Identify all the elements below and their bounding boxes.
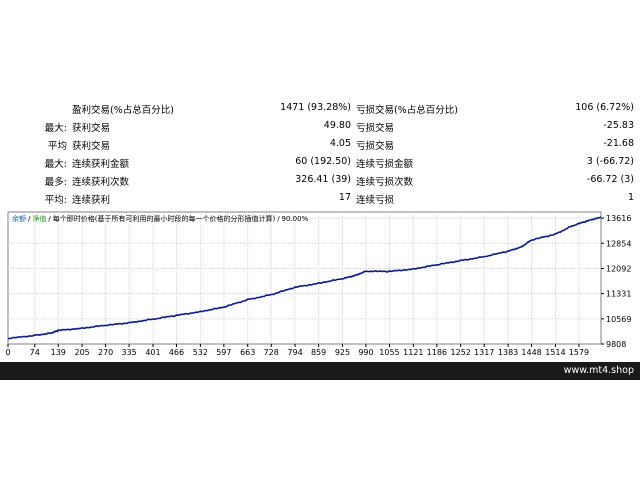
plot-area	[7, 211, 602, 345]
site-url: www.mt4.shop	[563, 365, 634, 376]
left-label: 盈利交易(%占总百分比)	[72, 105, 174, 116]
x-tick-label: 1252	[451, 348, 471, 357]
left-value: 1471 (93.28%)	[280, 102, 351, 113]
x-tick-label: 794	[287, 348, 302, 357]
y-tick-label: 12854	[606, 239, 631, 248]
left-label: 获利交易	[72, 141, 111, 152]
x-tick-label: 597	[216, 348, 231, 357]
right-value: 1	[627, 192, 634, 203]
right-label: 亏损交易(%占总百分比)	[356, 105, 458, 116]
stats-row: 最大: 连续获利金额 60 (192.50) 连续亏损金额 3 (-66.72)	[0, 154, 640, 172]
x-tick-label: 1514	[545, 348, 565, 357]
right-value: 3 (-66.72)	[586, 156, 634, 167]
x-tick-label: 990	[358, 348, 373, 357]
row-prefix: 最大:	[44, 159, 67, 170]
x-tick-label: 532	[193, 348, 208, 357]
x-tick-label: 466	[169, 348, 184, 357]
legend-description: 每个即时价格(基于所有可利用的最小时段的每一个价格的分形插值计算)	[53, 214, 276, 223]
left-label: 连续获利	[72, 195, 111, 206]
right-label: 连续亏损次数	[356, 177, 414, 188]
row-prefix: 最大:	[44, 123, 67, 134]
right-value: -21.68	[603, 138, 634, 149]
x-tick-label: 925	[335, 348, 350, 357]
x-tick-label: 0	[5, 348, 10, 357]
balance-chart: 9808 10569 11331 12092 12854 13616 0 74 139 205 27…	[0, 209, 640, 360]
x-tick-label: 335	[121, 348, 136, 357]
y-tick-label: 9808	[606, 340, 626, 349]
legend-equity: 净值	[32, 214, 46, 223]
x-tick-label: 1579	[569, 348, 589, 357]
legend-balance: 余额	[12, 214, 26, 223]
x-tick-label: 1055	[379, 348, 399, 357]
left-label: 连续获利次数	[72, 177, 130, 188]
x-tick-label: 859	[311, 348, 326, 357]
left-label: 获利交易	[72, 123, 111, 134]
legend-quality: 90.00%	[282, 215, 309, 223]
chart-legend: 余额 / 净值 / 每个即时价格(基于所有可利用的最小时段的每一个价格的分形插值计算) /…	[12, 214, 309, 223]
right-label: 连续亏损金额	[356, 159, 414, 170]
balance-line	[7, 216, 602, 340]
left-value: 326.41 (39)	[295, 174, 351, 185]
x-tick-label: 74	[30, 348, 40, 357]
left-value: 4.05	[329, 138, 351, 149]
x-tick-label: 139	[51, 348, 66, 357]
x-tick-label: 1186	[427, 348, 447, 357]
y-tick-label: 10569	[606, 315, 631, 324]
right-label: 连续亏损	[356, 195, 395, 206]
legend-sep: /	[48, 215, 51, 223]
left-value: 60 (192.50)	[295, 156, 351, 167]
legend-sep: /	[277, 215, 280, 223]
legend-sep: /	[28, 215, 31, 223]
x-tick-label: 205	[74, 348, 89, 357]
row-prefix: 平均:	[44, 195, 67, 206]
x-tick-label: 401	[145, 348, 160, 357]
right-value: 106 (6.72%)	[575, 102, 634, 113]
y-tick-label: 12092	[606, 264, 631, 273]
stats-row: 盈利交易(%占总百分比) 1471 (93.28%) 亏损交易(%占总百分比) 106…	[0, 100, 640, 118]
left-value: 49.80	[323, 120, 351, 131]
y-tick-label: 11331	[606, 290, 631, 299]
footer-bar: www.mt4.shop	[0, 362, 640, 380]
x-tick-label: 1121	[403, 348, 423, 357]
x-tick-label: 728	[264, 348, 279, 357]
right-label: 亏损交易	[356, 123, 395, 134]
x-tick-label: 1317	[474, 348, 494, 357]
y-tick-label: 13616	[606, 214, 631, 223]
x-tick-label: 1383	[498, 348, 518, 357]
x-tick-label: 663	[240, 348, 255, 357]
stats-row: 最大: 获利交易 49.80 亏损交易 -25.83	[0, 118, 640, 136]
stats-row: 平均: 连续获利 17 连续亏损 1	[0, 190, 640, 208]
row-prefix: 平均	[47, 141, 67, 152]
chart-svg: 9808 10569 11331 12092 12854 13616 0 74 139 205 27…	[5, 211, 631, 357]
x-tick-label: 270	[98, 348, 113, 357]
x-tick-label: 1448	[521, 348, 541, 357]
right-value: -66.72 (3)	[586, 174, 634, 185]
left-value: 17	[338, 192, 351, 203]
stats-row: 平均 获利交易 4.05 亏损交易 -21.68	[0, 136, 640, 154]
trade-statistics: 盈利交易(%占总百分比) 1471 (93.28%) 亏损交易(%占总百分比) 106…	[0, 100, 640, 208]
stats-row: 最多: 连续获利次数 326.41 (39) 连续亏损次数 -66.72 (3)	[0, 172, 640, 190]
right-label: 亏损交易	[356, 141, 395, 152]
right-value: -25.83	[603, 120, 634, 131]
left-label: 连续获利金额	[72, 159, 130, 170]
row-prefix: 最多:	[44, 177, 67, 188]
